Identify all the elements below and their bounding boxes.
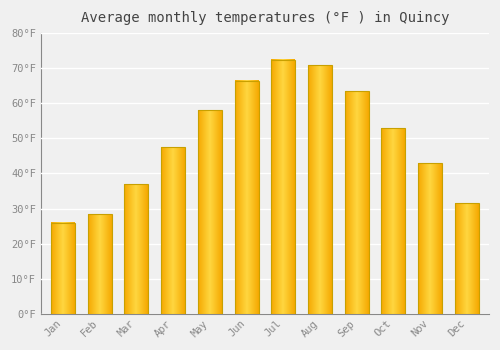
Bar <box>88 214 112 314</box>
Bar <box>161 147 185 314</box>
Bar <box>272 60 295 314</box>
Bar <box>418 163 442 314</box>
Bar <box>234 80 258 314</box>
Bar <box>51 223 75 314</box>
Bar <box>51 223 75 314</box>
Bar <box>455 203 479 314</box>
Bar <box>382 128 406 314</box>
Bar <box>455 203 479 314</box>
Bar <box>345 91 368 314</box>
Bar <box>345 91 368 314</box>
Bar <box>124 184 148 314</box>
Bar <box>161 147 185 314</box>
Bar <box>308 65 332 314</box>
Bar <box>308 65 332 314</box>
Title: Average monthly temperatures (°F ) in Quincy: Average monthly temperatures (°F ) in Qu… <box>80 11 449 25</box>
Bar <box>88 214 112 314</box>
Bar <box>198 110 222 314</box>
Bar <box>272 60 295 314</box>
Bar <box>198 110 222 314</box>
Bar <box>124 184 148 314</box>
Bar <box>382 128 406 314</box>
Bar <box>234 80 258 314</box>
Bar <box>418 163 442 314</box>
